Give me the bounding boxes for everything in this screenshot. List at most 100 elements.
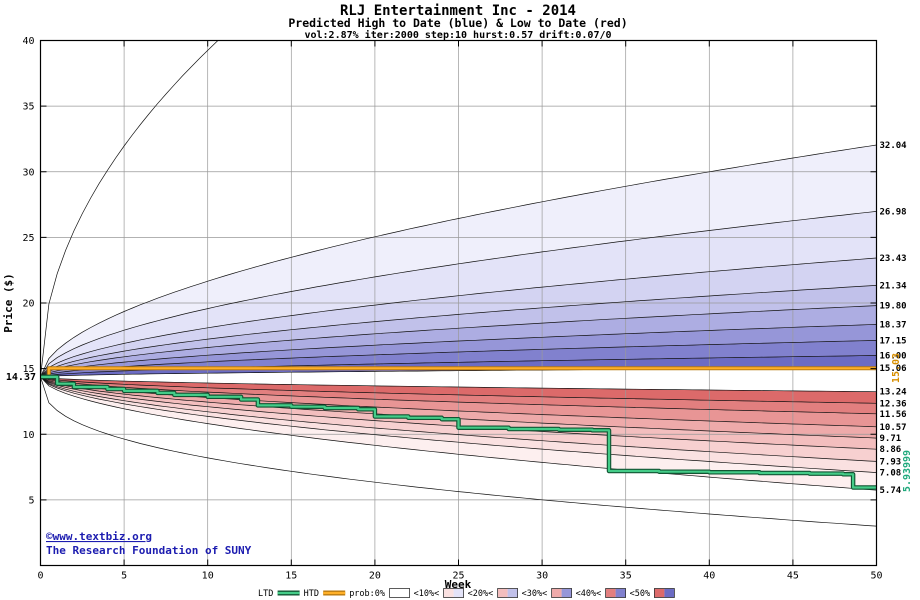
fan-line [40,376,877,415]
band-end-label: 5.74 [880,486,902,496]
band-end-labels: 32.04 26.98 23.43 21.34 19.80 18.37 17.15 16.00… [880,141,908,496]
fan-line [40,257,877,378]
band-end-label: 23.43 [880,254,907,264]
y-tick-label: 5 [28,495,34,506]
low-band [40,376,877,450]
fan-line [40,305,877,378]
y-tick-label: 35 [22,102,34,113]
legend-ltd-label: LTD [258,589,273,599]
legend-swatch-red [497,588,508,598]
band-end-label: 19.80 [880,302,907,312]
ltd-line [40,374,877,490]
fan-line [40,211,877,378]
fan-line [40,144,877,378]
legend-swatch-border [605,588,626,598]
legend-htd-label: HTD [304,589,319,599]
y-tick-label: 30 [22,167,34,178]
high-band [40,285,877,377]
fan-line [40,40,219,377]
legend: LTD HTD prob:0% <10%< <20%< <30%< <40%< <50% [258,588,675,599]
y-tick-label: 25 [22,233,34,244]
tick-labels: 0 5 10 15 20 25 30 35 40 45 50 5 10 15 20 25 30 35 40 [22,36,882,582]
legend-swatch-red [389,588,400,598]
legend-swatch-red [605,588,616,598]
band-end-label: 15.06 [880,364,907,374]
legend-swatch-red [443,588,454,598]
x-tick-label: 5 [121,571,127,582]
legend-swatch-red [551,588,562,598]
low-band [40,376,877,439]
chart-title: RLJ Entertainment Inc - 2014 [340,3,576,19]
watermark-link[interactable]: ©www.textbiz.org [46,530,152,543]
ltd-line-core [40,375,877,489]
legend-swatch-blue [399,588,410,598]
x-axis-label: Week [445,578,472,591]
band-end-label: 7.08 [880,469,902,479]
fan-line [40,285,877,378]
band-end-label: 32.04 [880,141,908,151]
y-tick-label: 40 [22,36,34,47]
high-band [40,305,877,377]
fan-line [40,376,877,462]
fan-line [40,376,877,393]
x-tick-label: 45 [787,571,799,582]
chart-subtitle: Predicted High to Date (blue) & Low to D… [288,16,627,30]
legend-prob-label: <30%< [522,589,548,599]
band-end-label: 26.98 [880,207,907,217]
x-tick-label: 40 [703,571,715,582]
band-end-label: 13.24 [880,388,908,398]
fan-line [40,376,877,404]
legend-prob-label: <40%< [576,589,602,599]
legend-prob-label: prob:0% [349,589,385,599]
band-end-label: 8.86 [880,445,902,455]
chart-layers: 0 5 10 15 20 25 30 35 40 45 50 5 10 15 20 25 30 35 40 32.04… [22,36,908,599]
fan-line [40,376,877,491]
legend-prob-label: <50% [630,589,650,599]
band-end-label: 17.15 [880,336,907,346]
band-end-label: 7.93 [880,457,902,467]
x-tick-label: 50 [870,571,882,582]
legend-prob-label: <20%< [468,589,494,599]
x-tick-label: 0 [37,571,43,582]
ltd-final-label: 5.93999 [902,450,913,492]
x-tick-label: 35 [620,571,632,582]
band-end-label: 18.37 [880,320,907,330]
fan-line [40,324,877,378]
high-band [40,258,877,377]
y-tick-label: 10 [22,430,34,441]
y-axis-label: Price ($) [2,273,15,333]
legend-swatch-blue [615,588,626,598]
legend-swatch-blue [561,588,572,598]
legend-swatch-red [654,588,665,598]
start-price-label: 14.37 [6,372,36,383]
legend-swatch-border [654,588,675,598]
x-tick-label: 15 [285,571,297,582]
band-end-label: 11.56 [880,410,907,420]
legend-swatch-border [551,588,572,598]
y-tick-label: 20 [22,299,34,310]
x-tick-label: 25 [452,571,464,582]
htd-final-label: 15.03 [891,353,902,383]
band-end-label: 12.36 [880,399,907,409]
legend-swatch-blue [664,588,675,598]
x-tick-label: 30 [536,571,548,582]
band-end-label: 9.71 [880,434,902,444]
legend-swatch-border [497,588,519,598]
band-end-label: 10.57 [880,423,907,433]
x-tick-label: 20 [369,571,381,582]
low-band [40,376,877,427]
watermark-org: The Research Foundation of SUNY [46,544,252,557]
low-band [40,376,877,462]
grid [40,40,877,566]
chart-params: vol:2.87% iter:2000 step:10 hurst:0.57 d… [304,29,611,41]
fan-line [40,340,877,378]
band-end-label: 21.34 [880,281,908,291]
legend-prob-label: <10%< [414,589,440,599]
legend-swatch-blue [453,588,464,598]
y-tick-label: 15 [22,364,34,375]
fan-line [40,376,877,527]
fan-line [40,376,877,473]
axis-ticks [40,40,877,566]
